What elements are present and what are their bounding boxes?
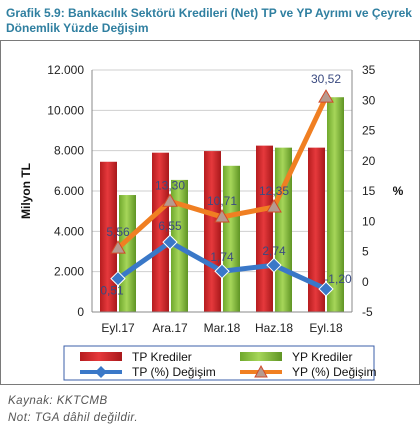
yp-degisim-point	[214, 208, 230, 223]
yp-degisim-point	[110, 240, 126, 254]
tp-degisim-point	[110, 270, 126, 287]
y2-tick-label: 20	[362, 154, 376, 168]
legend-label: TP (%) Değişim	[132, 365, 216, 379]
bar-yp-krediler	[223, 165, 240, 312]
bar-tp-krediler	[152, 152, 169, 312]
x-tick-label: Eyl.17	[101, 321, 135, 335]
yp-degisim-data-label: 5,56	[106, 225, 130, 239]
legend-marker	[254, 364, 268, 378]
footnote: Not: TGA dâhil değildir.	[8, 412, 139, 424]
tp-degisim-point	[162, 234, 178, 250]
combo-chart: 0,51 6,55 1,74 2,74 -1,20 5,56 13,30 10,71 12,35…	[0, 40, 420, 385]
y-tick-label: 12.000	[47, 63, 84, 77]
bar-tp-krediler	[256, 145, 273, 312]
legend-marker	[95, 366, 107, 378]
x-tick-label: Ara.17	[152, 321, 188, 335]
y-tick-label: 10.000	[47, 103, 84, 117]
legend-label: TP Krediler	[132, 350, 192, 364]
legend-label: YP (%) Değişim	[292, 365, 376, 379]
tp-degisim-data-label: -1,20	[324, 272, 352, 286]
tp-degisim-point	[318, 281, 334, 297]
y2-tick-label: 30	[362, 93, 376, 107]
tp-degisim-point	[214, 263, 230, 279]
legend-swatch	[80, 352, 122, 361]
yp-degisim-data-label: 13,30	[155, 178, 185, 192]
tp-degisim-point	[266, 257, 282, 273]
bar-yp-krediler	[119, 195, 136, 312]
bar-tp-krediler	[100, 161, 117, 312]
legend-box	[63, 345, 375, 381]
y-tick-label: 4.000	[54, 224, 84, 238]
x-tick-label: Haz.18	[255, 321, 293, 335]
yp-degisim-point	[162, 193, 178, 207]
x-tick-label: Mar.18	[204, 321, 241, 335]
x-tick-label: Eyl.18	[309, 321, 343, 335]
y2-tick-label: 35	[362, 63, 376, 77]
yp-degisim-data-label: 30,52	[311, 72, 341, 86]
chart-title: Grafik 5.9: Bankacılık Sektörü Kredileri…	[6, 6, 412, 35]
yp-degisim-data-label: 10,71	[207, 194, 237, 208]
legend-label: YP Krediler	[292, 350, 352, 364]
y2-tick-label: 15	[362, 184, 376, 198]
y-tick-label: 6.000	[54, 184, 84, 198]
yp-degisim-data-label: 12,35	[259, 184, 289, 198]
y-tick-label: 8.000	[54, 144, 84, 158]
y-tick-label: 0	[77, 305, 84, 319]
y2-tick-label: 5	[362, 245, 369, 259]
yp-degisim-point	[266, 199, 282, 213]
y-tick-label: 2.000	[54, 265, 84, 279]
tp-degisim-data-label: 1,74	[210, 250, 234, 264]
y2-tick-label: 25	[362, 124, 376, 138]
legend-swatch	[240, 352, 282, 361]
bar-tp-krediler	[308, 147, 325, 312]
y-axis-label: Milyon TL	[19, 163, 33, 219]
y2-tick-label: -5	[362, 305, 373, 319]
yp-degisim-point	[318, 89, 334, 103]
bar-yp-krediler	[327, 97, 344, 312]
tp-degisim-data-label: 0,51	[100, 284, 124, 298]
y2-tick-label: 10	[362, 214, 376, 228]
source-note: Kaynak: KKTCMB	[8, 395, 108, 407]
y2-axis-label: %	[393, 184, 404, 198]
y2-tick-label: 0	[362, 275, 369, 289]
chart-area: 0,51 6,55 1,74 2,74 -1,20 5,56 13,30 10,71 12,35…	[0, 40, 420, 385]
bar-tp-krediler	[204, 151, 221, 312]
tp-degisim-data-label: 2,74	[262, 244, 286, 258]
tp-degisim-data-label: 6,55	[158, 219, 182, 233]
